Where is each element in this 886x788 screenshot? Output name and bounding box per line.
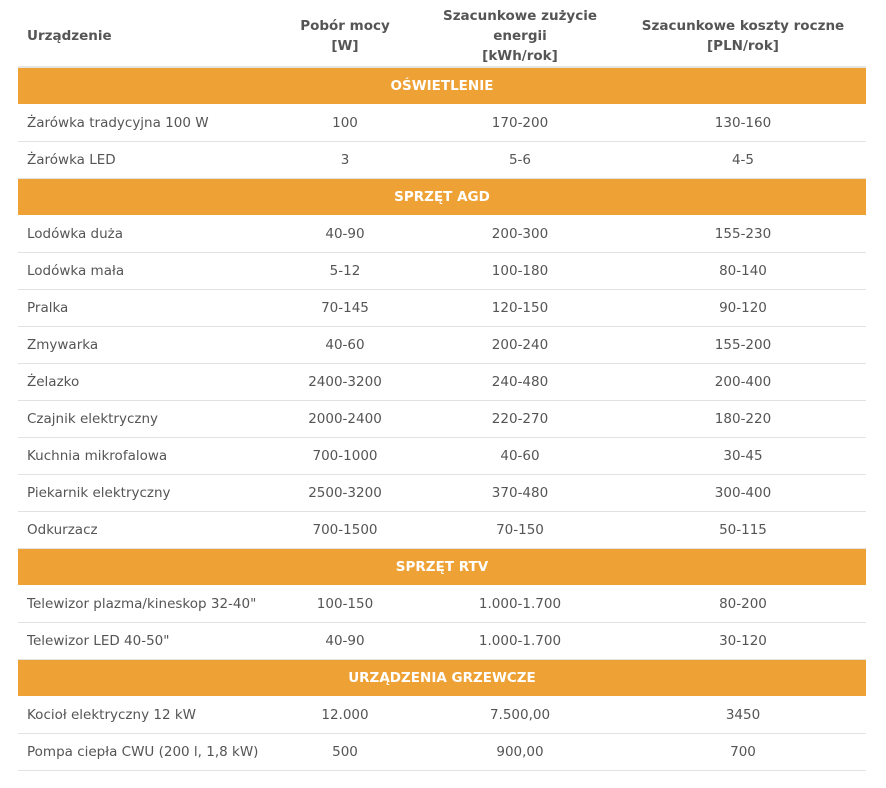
value-cell: 120-150 xyxy=(420,289,620,327)
value-cell: 700 xyxy=(620,733,866,771)
value-cell: 300-400 xyxy=(620,474,866,512)
table-body: OŚWIETLENIE Żarówka tradycyjna 100 W 100 17… xyxy=(18,67,866,771)
column-header: Szacunkowe zużycie energii [kWh/rok] xyxy=(420,6,620,68)
header-line: [W] xyxy=(331,38,359,54)
value-cell: 900,00 xyxy=(420,733,620,771)
device-cell: Odkurzacz xyxy=(18,511,270,549)
column-header: Pobór mocy [W] xyxy=(270,6,420,68)
device-cell: Telewizor LED 40-50" xyxy=(18,622,270,660)
column-header: Urządzenie xyxy=(18,6,270,68)
header-line: [kWh/rok] xyxy=(482,48,558,64)
value-cell: 4-5 xyxy=(620,141,866,179)
header-line: [PLN/rok] xyxy=(707,38,779,54)
header-row: Urządzenie Pobór mocy [W] Szacunkowe zużyci… xyxy=(18,6,866,68)
section-title: OŚWIETLENIE xyxy=(18,67,866,105)
section-title: SPRZĘT AGD xyxy=(18,178,866,216)
value-cell: 100 xyxy=(270,104,420,142)
value-cell: 240-480 xyxy=(420,363,620,401)
device-cell: Pralka xyxy=(18,289,270,327)
data-row: Telewizor LED 40-50" 40-90 1.000-1.700 30-1… xyxy=(18,622,866,660)
header-line: Szacunkowe koszty roczne xyxy=(641,18,845,34)
section-row: SPRZĘT AGD xyxy=(18,178,866,216)
value-cell: 220-270 xyxy=(420,400,620,438)
section-title: SPRZĘT RTV xyxy=(18,548,866,586)
value-cell: 80-200 xyxy=(620,585,866,623)
device-cell: Kuchnia mikrofalowa xyxy=(18,437,270,475)
section-row: SPRZĘT RTV xyxy=(18,548,866,586)
device-cell: Zmywarka xyxy=(18,326,270,364)
value-cell: 170-200 xyxy=(420,104,620,142)
data-row: Żarówka LED 3 5-6 4-5 xyxy=(18,141,866,179)
value-cell: 370-480 xyxy=(420,474,620,512)
value-cell: 40-60 xyxy=(270,326,420,364)
header-line: Urządzenie xyxy=(27,28,112,44)
data-row: Żelazko 2400-3200 240-480 200-400 xyxy=(18,363,866,401)
section-title: URZĄDZENIA GRZEWCZE xyxy=(18,659,866,697)
value-cell: 7.500,00 xyxy=(420,696,620,734)
value-cell: 2400-3200 xyxy=(270,363,420,401)
value-cell: 155-200 xyxy=(620,326,866,364)
value-cell: 200-240 xyxy=(420,326,620,364)
value-cell: 2000-2400 xyxy=(270,400,420,438)
value-cell: 100-180 xyxy=(420,252,620,290)
value-cell: 40-90 xyxy=(270,622,420,660)
device-cell: Lodówka duża xyxy=(18,215,270,253)
value-cell: 40-60 xyxy=(420,437,620,475)
data-row: Kuchnia mikrofalowa 700-1000 40-60 30-45 xyxy=(18,437,866,475)
device-cell: Kocioł elektryczny 12 kW xyxy=(18,696,270,734)
value-cell: 40-90 xyxy=(270,215,420,253)
data-row: Pralka 70-145 120-150 90-120 xyxy=(18,289,866,327)
value-cell: 200-400 xyxy=(620,363,866,401)
header-line: Pobór mocy xyxy=(300,18,390,34)
value-cell: 12.000 xyxy=(270,696,420,734)
energy-table: Urządzenie Pobór mocy [W] Szacunkowe zużyci… xyxy=(18,6,866,771)
data-row: Zmywarka 40-60 200-240 155-200 xyxy=(18,326,866,364)
value-cell: 1.000-1.700 xyxy=(420,585,620,623)
data-row: Pompa ciepła CWU (200 l, 1,8 kW) 500 900,0… xyxy=(18,733,866,771)
device-cell: Żarówka LED xyxy=(18,141,270,179)
value-cell: 130-160 xyxy=(620,104,866,142)
value-cell: 70-145 xyxy=(270,289,420,327)
value-cell: 200-300 xyxy=(420,215,620,253)
value-cell: 30-45 xyxy=(620,437,866,475)
header-line: Szacunkowe zużycie energii xyxy=(442,8,598,44)
device-cell: Żarówka tradycyjna 100 W xyxy=(18,104,270,142)
value-cell: 700-1000 xyxy=(270,437,420,475)
data-row: Piekarnik elektryczny 2500-3200 370-480 300… xyxy=(18,474,866,512)
data-row: Lodówka duża 40-90 200-300 155-230 xyxy=(18,215,866,253)
value-cell: 80-140 xyxy=(620,252,866,290)
column-header: Szacunkowe koszty roczne [PLN/rok] xyxy=(620,6,866,68)
device-cell: Żelazko xyxy=(18,363,270,401)
value-cell: 700-1500 xyxy=(270,511,420,549)
value-cell: 3 xyxy=(270,141,420,179)
value-cell: 2500-3200 xyxy=(270,474,420,512)
device-cell: Telewizor plazma/kineskop 32-40" xyxy=(18,585,270,623)
data-row: Odkurzacz 700-1500 70-150 50-115 xyxy=(18,511,866,549)
section-row: OŚWIETLENIE xyxy=(18,67,866,105)
value-cell: 100-150 xyxy=(270,585,420,623)
value-cell: 500 xyxy=(270,733,420,771)
device-cell: Piekarnik elektryczny xyxy=(18,474,270,512)
data-row: Lodówka mała 5-12 100-180 80-140 xyxy=(18,252,866,290)
device-cell: Pompa ciepła CWU (200 l, 1,8 kW) xyxy=(18,733,270,771)
value-cell: 3450 xyxy=(620,696,866,734)
data-row: Telewizor plazma/kineskop 32-40" 100-150 1… xyxy=(18,585,866,623)
value-cell: 155-230 xyxy=(620,215,866,253)
value-cell: 50-115 xyxy=(620,511,866,549)
data-row: Czajnik elektryczny 2000-2400 220-270 180-2… xyxy=(18,400,866,438)
value-cell: 70-150 xyxy=(420,511,620,549)
value-cell: 30-120 xyxy=(620,622,866,660)
value-cell: 1.000-1.700 xyxy=(420,622,620,660)
value-cell: 180-220 xyxy=(620,400,866,438)
data-row: Kocioł elektryczny 12 kW 12.000 7.500,00 34… xyxy=(18,696,866,734)
data-row: Żarówka tradycyjna 100 W 100 170-200 130-16… xyxy=(18,104,866,142)
device-cell: Lodówka mała xyxy=(18,252,270,290)
value-cell: 90-120 xyxy=(620,289,866,327)
value-cell: 5-12 xyxy=(270,252,420,290)
value-cell: 5-6 xyxy=(420,141,620,179)
section-row: URZĄDZENIA GRZEWCZE xyxy=(18,659,866,697)
device-cell: Czajnik elektryczny xyxy=(18,400,270,438)
